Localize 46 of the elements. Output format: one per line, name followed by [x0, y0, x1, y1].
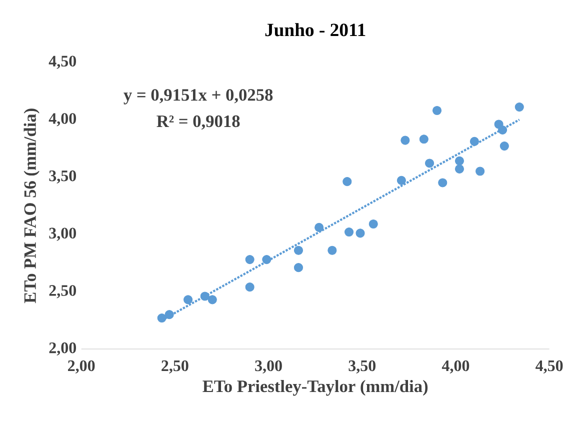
point	[454, 156, 464, 166]
x-axis-title: ETo Priestley-Taylor (mm/dia)	[202, 380, 428, 396]
point	[294, 246, 304, 255]
point	[184, 295, 193, 304]
x-tick-label: 3,50	[348, 360, 376, 374]
point	[514, 102, 524, 112]
point	[208, 295, 217, 304]
point	[470, 136, 479, 146]
point	[476, 166, 485, 176]
point	[200, 292, 210, 301]
y-tick-label: 4,00	[48, 113, 76, 126]
point	[157, 313, 166, 323]
point	[498, 125, 508, 135]
point	[245, 282, 254, 292]
point	[262, 255, 272, 264]
chart-title: Junho - 2011	[265, 23, 366, 36]
point	[245, 255, 254, 264]
point	[454, 164, 464, 174]
point	[424, 158, 434, 168]
point	[356, 228, 365, 238]
y-tick-label: 4,50	[48, 56, 76, 69]
point	[438, 178, 448, 188]
x-tick-label: 2,50	[162, 360, 188, 374]
annotation: y = 0,9151x + 0,0258	[124, 89, 273, 104]
point	[396, 176, 406, 185]
y-tick-label: 2,00	[49, 342, 76, 356]
point	[164, 310, 174, 320]
annotation: R² = 0,9018	[156, 115, 240, 130]
y-tick-label: 3,00	[49, 228, 76, 241]
y-axis-title: ETo PM FAO 56 (mm/dia)	[24, 108, 40, 304]
point	[342, 177, 352, 186]
point	[314, 222, 324, 232]
point	[400, 136, 410, 145]
point	[328, 246, 337, 255]
point	[368, 219, 378, 229]
point	[344, 227, 354, 237]
y-tick-label: 3,50	[49, 170, 76, 184]
x-tick-label: 3,00	[255, 360, 282, 374]
point	[419, 134, 428, 144]
x-tick-label: 4,00	[442, 360, 470, 374]
x-tick-label: 2,00	[68, 360, 95, 374]
x-tick-label: 4,50	[536, 360, 563, 374]
point	[294, 263, 304, 272]
point	[432, 106, 442, 116]
point	[500, 141, 509, 151]
y-tick-label: 2,50	[49, 285, 76, 298]
